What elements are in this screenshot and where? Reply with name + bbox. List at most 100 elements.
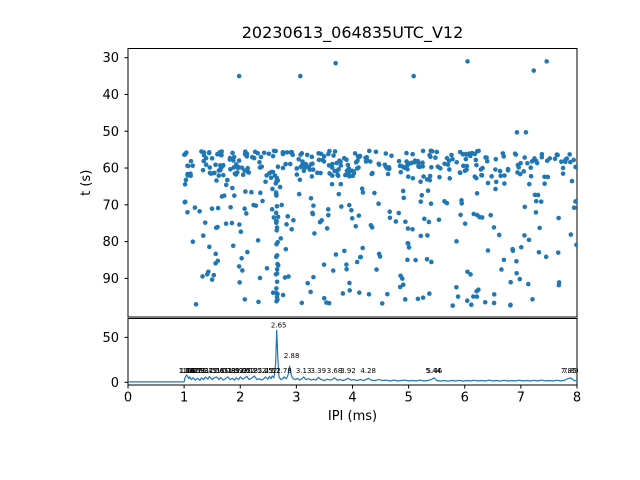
- scatter-point: [206, 150, 212, 155]
- minor-peak-label: 3.92: [340, 367, 356, 375]
- scatter-point: [559, 159, 564, 164]
- scatter-point: [188, 158, 194, 164]
- scatter-points: [182, 59, 577, 308]
- scatter-point: [220, 163, 226, 169]
- scatter-point: [233, 162, 239, 167]
- scatter-point: [555, 152, 560, 158]
- x-tick-label: 5: [404, 391, 412, 406]
- scatter-point: [571, 205, 577, 210]
- scatter-point: [336, 191, 342, 197]
- scatter-point: [427, 177, 433, 183]
- scatter-point: [491, 225, 497, 230]
- scatter-point: [317, 219, 323, 225]
- scatter-point: [526, 181, 532, 187]
- scatter-point: [280, 292, 286, 298]
- scatter-point: [284, 222, 289, 227]
- minor-peak-label: 1.06: [180, 367, 196, 375]
- scatter-point: [344, 267, 349, 272]
- scatter-point: [421, 174, 426, 179]
- scatter-point-streak: [274, 228, 279, 233]
- scatter-y-ticks: 30 40 50 60 70 80 90: [102, 51, 128, 287]
- scatter-axes: t (s) 30 40 50 60 70 80 90: [79, 48, 578, 318]
- scatter-point: [225, 177, 230, 183]
- scatter-point: [539, 154, 545, 160]
- scatter-point: [474, 294, 480, 299]
- scatter-point: [270, 153, 276, 159]
- scatter-point: [183, 177, 189, 183]
- scatter-point: [496, 232, 502, 238]
- scatter-point: [363, 159, 369, 164]
- scatter-point: [379, 301, 385, 306]
- scatter-point: [312, 231, 317, 236]
- scatter-point: [434, 149, 440, 155]
- scatter-point: [568, 159, 573, 165]
- scatter-point: [321, 159, 327, 164]
- scatter-point: [463, 156, 469, 162]
- scatter-point: [321, 262, 327, 267]
- scatter-point: [412, 158, 418, 163]
- scatter-point: [271, 148, 277, 154]
- scatter-point: [485, 248, 491, 253]
- scatter-point: [346, 202, 352, 208]
- scatter-point: [484, 158, 490, 164]
- scatter-point: [556, 215, 561, 221]
- scatter-point: [237, 222, 242, 227]
- scatter-point: [338, 181, 344, 187]
- x-tick-label: 0: [124, 391, 132, 406]
- scatter-point: [286, 274, 291, 279]
- scatter-point: [231, 193, 237, 198]
- scatter-point: [535, 192, 541, 198]
- scatter-point: [498, 173, 504, 179]
- minor-peak-label: 2.78: [276, 367, 292, 375]
- scatter-point-outlier: [333, 60, 338, 66]
- scatter-point: [275, 164, 281, 170]
- scatter-point: [290, 152, 295, 158]
- scatter-point: [213, 162, 218, 168]
- scatter-point: [308, 195, 314, 201]
- minor-peak-label: 1.99: [232, 367, 248, 375]
- scatter-point-outlier: [523, 130, 529, 135]
- scatter-point-outlier: [514, 130, 520, 135]
- scatter-point: [552, 156, 558, 162]
- scatter-point: [264, 265, 270, 271]
- scatter-point: [400, 282, 406, 288]
- scatter-point: [410, 151, 415, 157]
- minor-peak-label: 2.05: [235, 367, 251, 375]
- minor-peak-label: 3.13: [296, 367, 312, 375]
- scatter-point-outlier: [298, 73, 303, 79]
- scatter-point: [359, 186, 365, 192]
- scatter-point: [402, 297, 408, 302]
- minor-peak-label: 7.85: [561, 367, 577, 375]
- scatter-point: [405, 257, 410, 263]
- scatter-point: [268, 175, 274, 181]
- scatter-point: [502, 173, 507, 178]
- scatter-point: [514, 259, 519, 264]
- scatter-point: [429, 164, 434, 170]
- scatter-point: [326, 151, 331, 157]
- scatter-point: [404, 150, 409, 156]
- scatter-point: [284, 150, 290, 155]
- scatter-point: [278, 236, 284, 241]
- scatter-point: [465, 269, 470, 275]
- scatter-point: [207, 165, 213, 170]
- scatter-point: [185, 173, 191, 178]
- minor-peak-label: 5.46: [427, 367, 443, 375]
- scatter-point: [200, 233, 206, 238]
- scatter-point: [334, 160, 340, 166]
- scatter-point: [357, 254, 363, 260]
- scatter-point: [474, 288, 479, 294]
- scatter-point: [425, 188, 431, 194]
- scatter-point: [221, 172, 226, 178]
- minor-peak-label: 2.12: [239, 367, 255, 375]
- scatter-point: [478, 167, 484, 172]
- scatter-point: [555, 250, 561, 255]
- scatter-point: [258, 154, 264, 160]
- scatter-point: [296, 191, 302, 197]
- scatter-point-outlier: [236, 73, 242, 79]
- scatter-point: [569, 178, 575, 184]
- scatter-point-outlier: [531, 68, 537, 73]
- scatter-point: [238, 229, 244, 234]
- scatter-point: [464, 163, 470, 169]
- scatter-point: [280, 151, 286, 157]
- scatter-point: [521, 169, 527, 174]
